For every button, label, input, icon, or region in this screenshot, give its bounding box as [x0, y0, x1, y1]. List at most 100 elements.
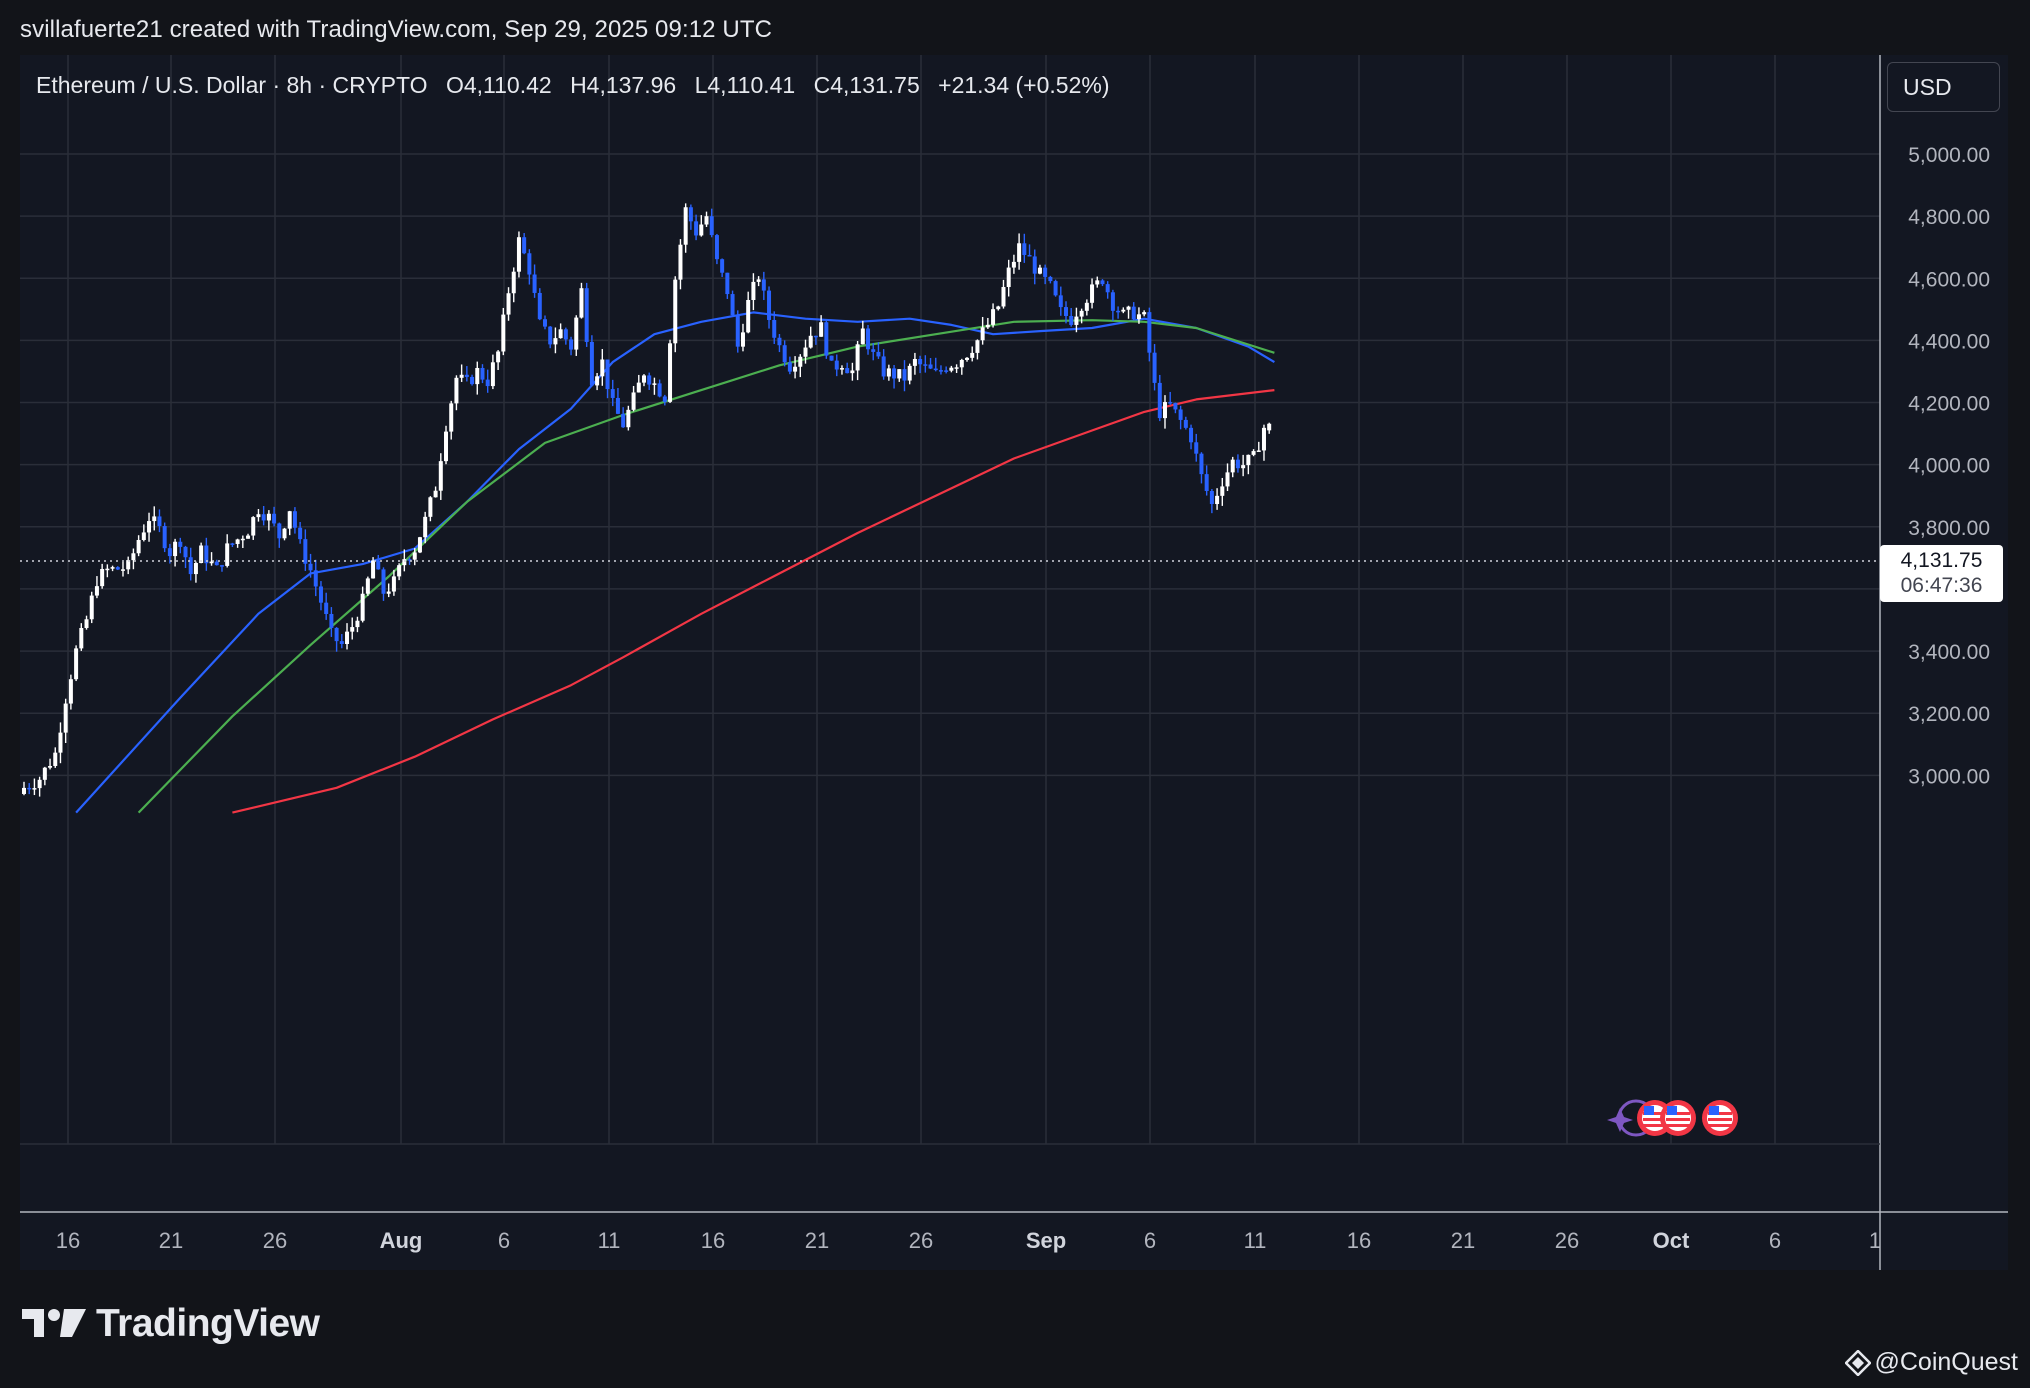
candle [897, 369, 902, 382]
candle [1116, 306, 1121, 319]
candle [1006, 259, 1011, 297]
candle [902, 360, 907, 392]
us-flag-event-icon[interactable] [1702, 1100, 1738, 1136]
bar-countdown: 06:47:36 [1900, 574, 1983, 597]
candle [324, 592, 329, 620]
candle [475, 361, 480, 395]
candle [214, 559, 219, 566]
candle [1090, 278, 1095, 309]
time-tick-label: 16 [56, 1228, 80, 1253]
time-tick-label: 6 [1769, 1228, 1781, 1253]
candlestick-chart[interactable]: 5,000.00 4,800.00 4,600.00 4,400.00 4,200.00… [0, 0, 2030, 1270]
candle [1246, 454, 1251, 475]
candle [657, 379, 662, 398]
ohlc-low: L4,110.41 [694, 72, 796, 98]
time-axis[interactable]: 16 21 26 Aug 6 11 16 21 26 Sep 6 11 16 21 26 Oct 6 1 [56, 1228, 1881, 1253]
candle [615, 388, 620, 415]
symbol-legend[interactable]: Ethereum / U.S. Dollar · 8h · CRYPTO O4,… [36, 72, 1109, 99]
candle [558, 323, 563, 339]
candle [522, 233, 527, 255]
candle [120, 561, 125, 577]
price-tick-label: 3,000.00 [1908, 765, 1990, 788]
candle [855, 340, 860, 381]
candle [933, 357, 938, 372]
candle [548, 326, 553, 349]
candle [819, 315, 824, 337]
candle [105, 564, 110, 578]
event-markers[interactable] [1607, 1099, 1738, 1137]
candle [417, 536, 422, 554]
candle [48, 758, 53, 770]
candle [975, 339, 980, 360]
candle [365, 576, 370, 596]
ohlc-high: H4,137.96 [570, 72, 677, 98]
candle [928, 358, 933, 370]
candle [991, 303, 996, 328]
candle [444, 425, 449, 465]
candle [907, 363, 912, 385]
candle [240, 535, 245, 549]
candle [1017, 233, 1022, 270]
candle [511, 267, 516, 303]
candle [157, 509, 162, 533]
candle [761, 271, 766, 301]
candle [1225, 463, 1230, 492]
candle [668, 339, 673, 403]
candle [251, 516, 256, 540]
candle [1079, 308, 1084, 324]
time-tick-label: 1 [1869, 1228, 1881, 1253]
price-axis[interactable]: 5,000.00 4,800.00 4,600.00 4,400.00 4,200.00… [1908, 144, 1990, 788]
candle [84, 615, 89, 630]
candle [600, 349, 605, 386]
candle [641, 374, 646, 387]
candle [1230, 456, 1235, 478]
candle [454, 375, 459, 411]
candle [339, 634, 344, 649]
tradingview-logo[interactable]: TradingView [22, 1302, 320, 1346]
candle [923, 355, 928, 373]
candle [782, 340, 787, 367]
candle [412, 548, 417, 566]
candle [1064, 301, 1068, 324]
candle [725, 272, 730, 299]
candle [397, 563, 402, 581]
candle [22, 781, 26, 796]
candle [860, 320, 865, 345]
candle [626, 405, 631, 431]
candle [1235, 454, 1240, 473]
candle [79, 623, 84, 651]
candle [824, 320, 829, 359]
candle [886, 364, 891, 381]
candle [1001, 279, 1006, 309]
price-tick-label: 4,000.00 [1908, 455, 1990, 478]
last-price-tag: 4,131.75 06:47:36 [1880, 545, 2003, 602]
time-tick-label: 21 [1451, 1228, 1475, 1253]
candle [1011, 254, 1016, 274]
candle [543, 315, 547, 330]
watermark-text: @CoinQuest [1874, 1348, 2019, 1376]
candle [131, 548, 136, 570]
time-tick-label: 26 [909, 1228, 933, 1253]
candle [1121, 307, 1126, 314]
candle [1131, 302, 1136, 321]
candle [912, 352, 917, 375]
candle [1100, 279, 1105, 287]
candle [428, 496, 433, 522]
currency-button[interactable]: USD [1887, 62, 2000, 112]
price-tick-label: 3,400.00 [1908, 641, 1990, 664]
candle [746, 291, 751, 334]
candle [272, 506, 277, 527]
candles [22, 203, 1272, 797]
ohlc-close: C4,131.75 [813, 72, 920, 98]
candle [918, 355, 923, 374]
us-flag-event-icon[interactable] [1660, 1100, 1696, 1136]
candle [1048, 275, 1053, 284]
candle [303, 529, 308, 571]
candle [381, 567, 386, 601]
candle [980, 316, 985, 345]
time-tick-label: 6 [498, 1228, 510, 1253]
candle [1043, 264, 1048, 285]
candle [683, 203, 688, 253]
candle [1126, 305, 1131, 319]
candle [282, 527, 287, 541]
